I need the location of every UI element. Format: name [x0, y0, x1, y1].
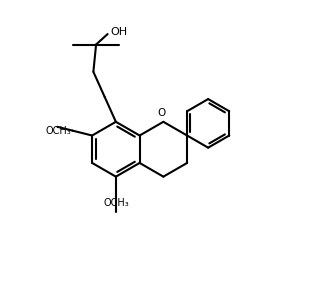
Text: OCH₃: OCH₃	[45, 126, 71, 136]
Text: O: O	[158, 108, 166, 118]
Text: OCH₃: OCH₃	[103, 198, 129, 208]
Text: OH: OH	[110, 27, 127, 37]
